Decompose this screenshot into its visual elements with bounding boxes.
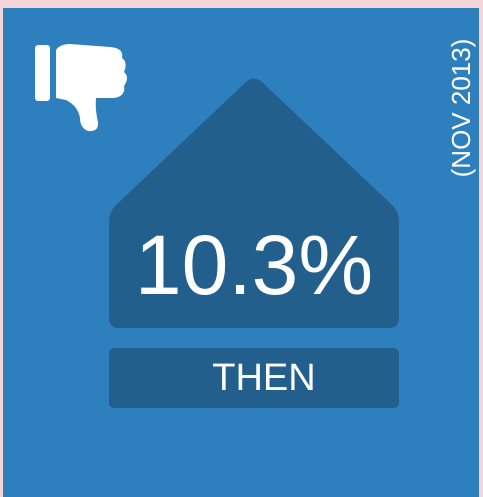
thumbs-down-icon [35, 44, 127, 132]
stat-label: THEN [212, 357, 315, 399]
label-bar [109, 348, 399, 408]
house-shape [109, 78, 399, 328]
stat-value: 10.3% [135, 218, 373, 312]
date-label: (NOV 2013) [446, 39, 476, 178]
